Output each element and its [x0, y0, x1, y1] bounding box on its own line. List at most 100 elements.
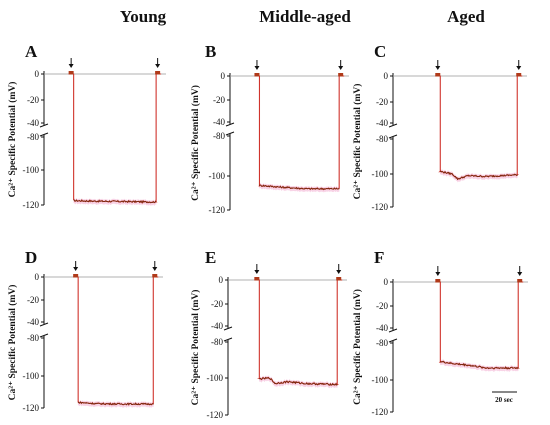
- panel-b-tick-label: -80: [213, 131, 225, 141]
- panel-a-tick-label: 0: [35, 69, 40, 79]
- panel-b-plateau-trace: [258, 184, 340, 191]
- panel-e-arrow-head: [254, 270, 260, 274]
- panel-e-letter: E: [205, 248, 216, 267]
- panel-a-tick-label: -80: [27, 132, 39, 142]
- panel-f-arrow-head: [435, 272, 441, 276]
- panel-f-tick-label: -80: [376, 338, 388, 348]
- column-title-aged: Aged: [447, 7, 485, 26]
- panel-c-tick-label: -80: [376, 134, 388, 144]
- panel-a-application-marker: [155, 71, 161, 75]
- panel-b-noise-band: [259, 182, 340, 193]
- panel-b-tick-label: 0: [221, 71, 226, 81]
- panel-b-axis-break-upper: [225, 122, 235, 127]
- panel-e-axis-break-lower: [223, 337, 233, 342]
- panel-b-tick-label: -40: [213, 117, 225, 127]
- panel-d-letter: D: [25, 248, 37, 267]
- panel-a-trace: [68, 73, 162, 204]
- panel-c-application-marker: [435, 73, 441, 77]
- panel-c-arrow-head: [516, 66, 522, 70]
- panel-c-axis-break-upper: [388, 123, 398, 128]
- column-title-middle-aged: Middle-aged: [259, 7, 351, 26]
- panel-f-tick-label: 0: [384, 277, 389, 287]
- panel-a-axis-break-lower: [39, 132, 49, 137]
- panel-c: C Ca²⁺ Specific Potential (mV) 0 -20 -40 -80 -…: [352, 42, 527, 212]
- panel-c-tick-label: -40: [376, 118, 388, 128]
- panel-b-trace: [254, 75, 345, 191]
- panel-c-tick-label: -20: [376, 97, 388, 107]
- panel-b-tick-label: -100: [209, 171, 226, 181]
- panel-e-application-marker: [254, 277, 260, 281]
- panel-f-y-axis-label: Ca²⁺ Specific Potential (mV): [352, 289, 363, 405]
- panel-d-trace: [73, 276, 159, 406]
- panel-e-application-marker: [336, 277, 342, 281]
- panel-a-tick-label: -20: [27, 95, 39, 105]
- panel-d-application-marker: [73, 274, 79, 278]
- panel-a-letter: A: [25, 42, 38, 61]
- panel-e-tick-label: -120: [207, 410, 224, 420]
- panel-b-arrow-head: [254, 66, 260, 70]
- panel-b-application-marker: [254, 73, 260, 77]
- panel-d: D Ca²⁺ Specific Potential (mV) 0 -20 -40 -80 -…: [7, 248, 163, 413]
- panel-f-tick-label: -40: [376, 323, 388, 333]
- panel-b-arrow-head: [338, 66, 344, 70]
- panel-c-plateau-trace: [439, 170, 518, 181]
- panel-e-plateau-trace: [258, 376, 338, 386]
- panels: A Ca²⁺ Specific Potential (mV) 0 -20 -40 -80 -…: [7, 42, 528, 420]
- panel-f-arrow-head: [517, 272, 523, 276]
- panel-c-trace: [435, 75, 523, 181]
- panel-f-axis-break-upper: [388, 328, 398, 333]
- panel-f-application-marker: [517, 279, 523, 283]
- panel-e-axis-break-upper: [223, 326, 233, 331]
- panel-f-tick-label: -20: [376, 301, 388, 311]
- panel-a-tick-label: -40: [27, 118, 39, 128]
- panel-d-application-marker: [152, 274, 158, 278]
- panel-b-tick-label: -20: [213, 95, 225, 105]
- panel-d-tick-label: 0: [35, 272, 40, 282]
- panel-e-trace: [254, 279, 343, 386]
- panel-d-tick-label: -40: [27, 317, 39, 327]
- panel-f-tick-label: -120: [372, 407, 389, 417]
- panel-e-tick-label: -100: [207, 373, 224, 383]
- panel-d-arrow-head: [152, 267, 158, 271]
- panel-c-application-marker: [516, 73, 522, 77]
- panel-a-tick-label: -120: [23, 200, 40, 210]
- panel-c-y-axis-label: Ca²⁺ Specific Potential (mV): [352, 84, 363, 200]
- panel-e-arrow-head: [336, 270, 342, 274]
- panel-d-arrow-head: [73, 267, 79, 271]
- panel-a-y-axis-label: Ca²⁺ Specific Potential (mV): [7, 82, 18, 198]
- panel-e-y-axis-label: Ca²⁺ Specific Potential (mV): [190, 290, 201, 406]
- panel-a-arrow-head: [68, 64, 74, 68]
- panel-b-tick-label: -120: [209, 205, 226, 215]
- panel-e-noise-band: [259, 375, 338, 389]
- panel-b-axis-break-lower: [225, 131, 235, 136]
- panel-e-tick-label: 0: [219, 275, 224, 285]
- panel-f-trace: [435, 281, 524, 370]
- panel-c-tick-label: 0: [384, 71, 389, 81]
- panel-e: E Ca²⁺ Specific Potential (mV) 0 -20 -40 -80 -…: [190, 248, 347, 420]
- panel-b-application-marker: [338, 73, 344, 77]
- column-title-young: Young: [120, 7, 167, 26]
- panel-e-tick-label: -80: [211, 337, 223, 347]
- scale-bar-label: 20 sec: [495, 396, 513, 404]
- panel-f-axis-break-lower: [388, 338, 398, 343]
- panel-d-y-axis-label: Ca²⁺ Specific Potential (mV): [7, 285, 18, 401]
- panel-f-tick-label: -100: [372, 375, 389, 385]
- panel-a-axis-break-upper: [39, 123, 49, 128]
- scale-bar: 20 sec: [492, 391, 517, 404]
- panel-c-arrow-head: [435, 66, 441, 70]
- panel-b-letter: B: [205, 42, 216, 61]
- panel-f-application-marker: [435, 279, 441, 283]
- panel-c-axis-break-lower: [388, 134, 398, 139]
- panel-a-noise-band: [73, 197, 157, 206]
- panel-f: F Ca²⁺ Specific Potential (mV) 0 -20 -40 -80 -…: [352, 248, 528, 417]
- panel-d-tick-label: -80: [27, 333, 39, 343]
- panel-e-tick-label: -40: [211, 321, 223, 331]
- panel-d-tick-label: -120: [23, 403, 40, 413]
- panel-a-plateau-trace: [73, 199, 157, 204]
- panel-a-arrow-head: [155, 64, 161, 68]
- panel-d-tick-label: -20: [27, 295, 39, 305]
- panel-e-tick-label: -20: [211, 299, 223, 309]
- panel-b: B Ca²⁺ Specific Potential (mV) 0 -20 -40 -80 -…: [190, 42, 349, 215]
- panel-d-plateau-trace: [77, 401, 154, 406]
